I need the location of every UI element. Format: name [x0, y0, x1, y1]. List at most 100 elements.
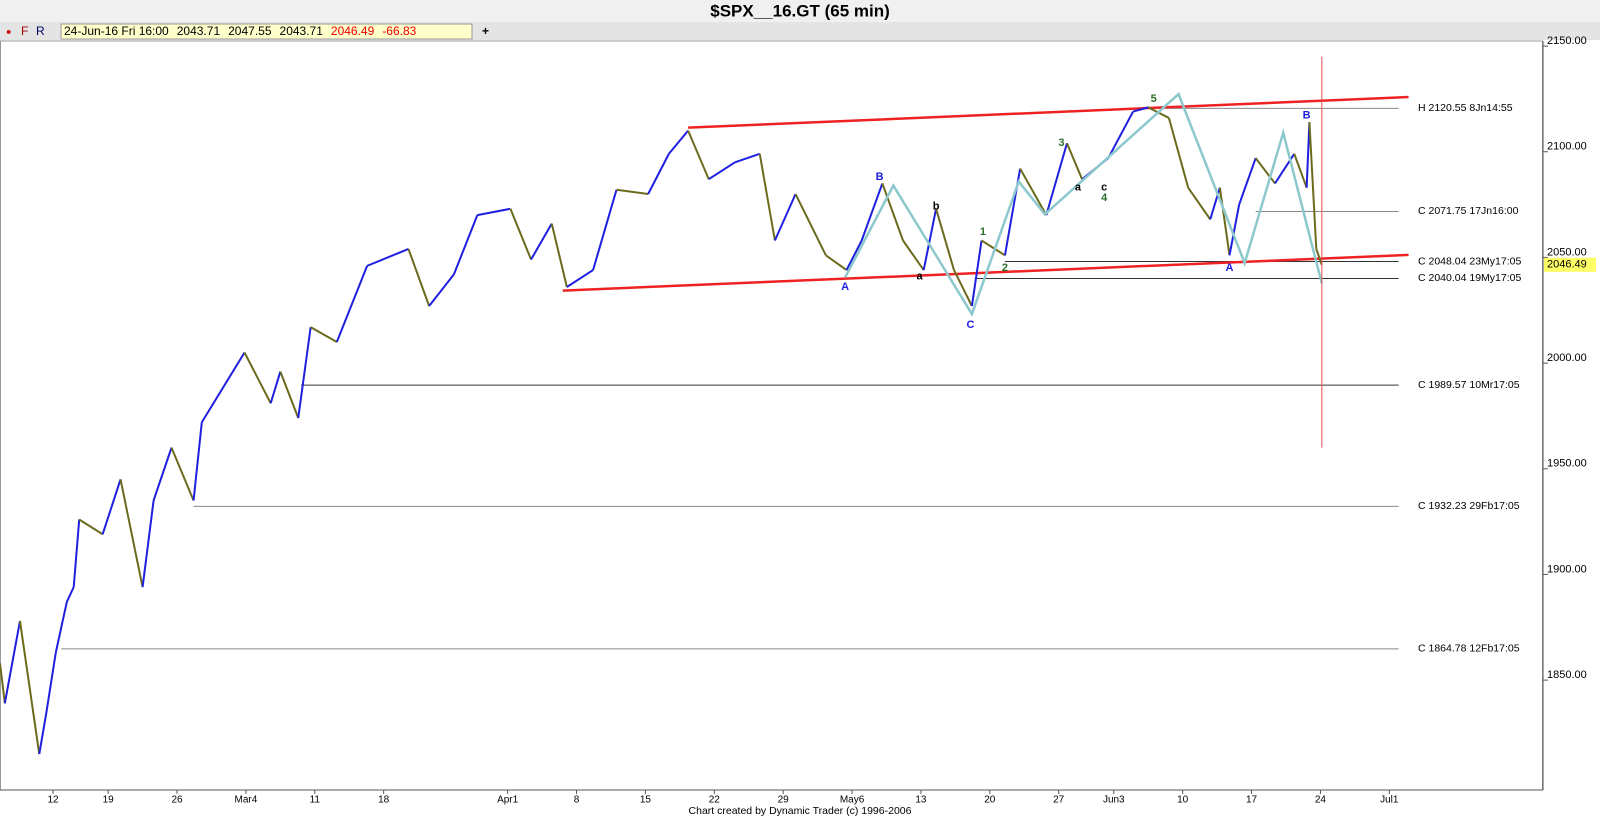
price-segment — [616, 188, 649, 196]
price-segment — [0, 663, 6, 704]
wave-label: a — [1075, 182, 1082, 194]
chart-title: $SPX__16.GT (65 min) — [710, 1, 890, 20]
y-tick-label: 1850.00 — [1547, 669, 1587, 681]
price-segment — [38, 713, 48, 755]
wave-label: C — [967, 319, 975, 331]
level-label: C 1989.57 10Mr17:05 — [1418, 379, 1520, 391]
x-tick-label: 15 — [640, 795, 652, 806]
price-segment — [647, 153, 670, 195]
price-segment — [530, 223, 553, 261]
price-segment — [773, 193, 797, 241]
quote-open: 2043.71 — [177, 24, 221, 38]
y-tick-label: 2000.00 — [1547, 352, 1587, 364]
x-tick-label: Jun3 — [1103, 795, 1125, 806]
toolbar-button[interactable]: F — [21, 24, 28, 38]
price-segment — [1228, 204, 1241, 256]
x-tick-label: 19 — [103, 795, 115, 806]
quote-high: 2047.55 — [228, 24, 272, 38]
x-tick-label: 22 — [709, 795, 721, 806]
price-segment — [509, 208, 532, 260]
y-tick-label: 2100.00 — [1547, 141, 1587, 153]
wave-label: 5 — [1151, 93, 1157, 105]
price-segment — [734, 152, 761, 164]
price-segment — [65, 586, 75, 603]
price-segment — [1315, 248, 1323, 266]
level-label: C 1932.23 29Fb17:05 — [1418, 500, 1520, 512]
wave-label: b — [933, 201, 940, 213]
price-segment — [54, 601, 68, 653]
current-price-label: 2046.49 — [1547, 259, 1587, 271]
price-segment — [152, 447, 173, 501]
wave-label: B — [1303, 110, 1311, 122]
price-segment — [668, 129, 689, 155]
x-tick-label: 27 — [1053, 795, 1065, 806]
price-segment — [1107, 111, 1134, 159]
level-label: C 2048.04 23My17:05 — [1418, 255, 1521, 267]
trendline — [688, 95, 1409, 129]
price-segment — [566, 269, 594, 288]
price-segment — [687, 130, 710, 180]
wave-zigzag — [844, 91, 1324, 317]
add-button[interactable]: + — [482, 24, 489, 38]
price-segment — [1293, 153, 1308, 189]
price-segment — [1305, 122, 1311, 188]
level-label: C 2071.75 17Jn16:00 — [1418, 205, 1519, 217]
price-segment — [407, 248, 431, 307]
price-segment — [269, 371, 282, 404]
wave-label: 4 — [1101, 192, 1108, 204]
price-segment — [1019, 168, 1048, 216]
price-segment — [922, 208, 938, 271]
price-segment — [825, 254, 848, 271]
wave-label: 1 — [980, 226, 986, 238]
price-segment — [860, 183, 884, 241]
price-segment — [101, 479, 122, 535]
price-segment — [119, 479, 144, 588]
toolbar-button[interactable]: R — [36, 24, 45, 38]
x-tick-label: 26 — [171, 795, 183, 806]
toolbar-button[interactable]: ● — [6, 26, 11, 36]
price-segment — [1308, 122, 1318, 250]
y-tick-label: 2050.00 — [1547, 246, 1587, 258]
price-segment — [1209, 187, 1221, 220]
wave-label: B — [876, 171, 884, 183]
x-tick-label: 10 — [1177, 795, 1189, 806]
quote-low: 2043.71 — [280, 24, 324, 38]
price-segment — [297, 327, 312, 419]
x-tick-label: 20 — [984, 795, 996, 806]
price-segment — [845, 240, 863, 271]
y-tick-label: 2150.00 — [1547, 35, 1587, 47]
x-tick-label: Mar4 — [235, 795, 258, 806]
price-segment — [1218, 187, 1231, 256]
price-segment — [1066, 142, 1084, 180]
x-tick-label: Apr1 — [497, 795, 519, 806]
x-tick-label: 13 — [915, 795, 927, 806]
quote-date: 24-Jun-16 Fri 16:00 — [64, 24, 169, 38]
wave-label: c — [1101, 182, 1107, 194]
price-segment — [1238, 157, 1257, 205]
price-segment — [953, 269, 973, 307]
price-segment — [3, 620, 21, 704]
price-segment — [902, 239, 925, 271]
price-segment — [881, 183, 904, 241]
level-label: C 1864.78 12Fb17:05 — [1418, 643, 1520, 655]
price-segment — [366, 248, 409, 267]
x-tick-label: Jul1 — [1380, 795, 1399, 806]
x-tick-label: 18 — [378, 795, 390, 806]
y-tick-label: 1900.00 — [1547, 563, 1587, 575]
title-bar — [0, 0, 1600, 22]
price-segment — [758, 153, 776, 241]
price-segment — [970, 240, 983, 307]
price-segment — [708, 161, 736, 181]
price-segment — [935, 208, 955, 271]
price-segment — [1167, 117, 1190, 188]
wave-label: 3 — [1058, 137, 1064, 149]
price-segment — [310, 326, 338, 343]
price-segment — [981, 239, 1006, 257]
price-segment — [18, 620, 41, 755]
quote-change: -66.83 — [382, 24, 416, 38]
x-tick-label: 24 — [1315, 795, 1327, 806]
x-tick-label: 8 — [574, 795, 580, 806]
price-segment — [170, 447, 195, 501]
x-tick-label: 12 — [47, 795, 59, 806]
price-segment — [550, 223, 568, 288]
